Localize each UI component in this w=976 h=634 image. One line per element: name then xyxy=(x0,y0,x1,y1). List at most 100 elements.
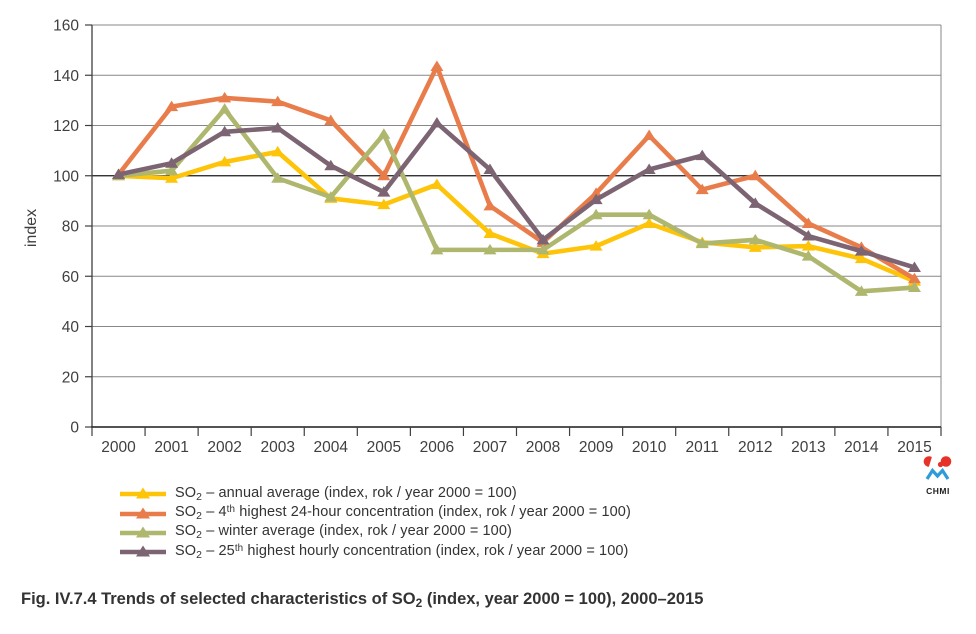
legend-item: SO2 – 4th highest 24-hour concentration … xyxy=(120,503,631,522)
series-marker-3 xyxy=(642,163,656,174)
series-marker-2 xyxy=(907,281,921,293)
x-axis-tick-label: 2011 xyxy=(686,439,719,456)
series-marker-3 xyxy=(271,122,285,133)
legend-item: SO2 – 25th highest hourly concentration … xyxy=(120,542,631,561)
series-marker-3 xyxy=(801,230,815,241)
chmi-logo: CHMI xyxy=(916,455,960,496)
x-axis-tick-label: 2008 xyxy=(526,439,560,456)
series-marker-3 xyxy=(165,157,179,168)
legend-marker-icon xyxy=(120,545,166,557)
series-marker-3 xyxy=(324,159,338,171)
x-axis-tick-label: 2012 xyxy=(738,439,772,456)
series-line-3 xyxy=(116,120,917,270)
y-axis-tick-label: 40 xyxy=(62,319,80,336)
y-axis-tick-label: 60 xyxy=(62,269,80,286)
series-marker-0 xyxy=(854,252,868,264)
y-axis-tick-label: 80 xyxy=(62,219,80,236)
y-axis-tick-label: 160 xyxy=(53,18,79,35)
legend-item-label: SO2 – 25th highest hourly concentration … xyxy=(175,542,629,561)
y-axis-title: index xyxy=(23,209,40,247)
series-marker-0 xyxy=(483,227,497,239)
series-marker-1 xyxy=(218,91,232,103)
series-marker-3 xyxy=(589,193,603,205)
series-marker-2 xyxy=(801,250,815,261)
series-marker-3 xyxy=(377,186,391,197)
series-marker-1 xyxy=(801,217,815,228)
series-marker-0 xyxy=(165,172,179,183)
series-marker-0 xyxy=(271,145,285,157)
legend-item: SO2 – winter average (index, rok / year … xyxy=(120,523,631,542)
figure-caption: Fig. IV.7.4 Trends of selected character… xyxy=(21,590,704,610)
chart-legend: SO2 – annual average (index, rok / year … xyxy=(120,484,631,562)
series-marker-2 xyxy=(218,103,232,114)
x-axis-tick-label: 2003 xyxy=(260,439,294,456)
x-axis-tick-label: 2010 xyxy=(632,439,667,456)
series-marker-1 xyxy=(165,100,179,112)
series-marker-1 xyxy=(324,114,338,125)
legend-marker-icon xyxy=(120,507,166,519)
series-marker-0 xyxy=(218,155,232,167)
series-marker-3 xyxy=(536,233,550,245)
series-marker-3 xyxy=(483,163,497,174)
series-marker-0 xyxy=(748,241,762,252)
series-marker-1 xyxy=(642,129,656,141)
series-marker-0 xyxy=(377,198,391,210)
x-axis-tick-label: 2000 xyxy=(101,439,136,456)
series-marker-2 xyxy=(165,164,179,176)
series-marker-1 xyxy=(377,169,391,181)
series-marker-2 xyxy=(748,233,762,245)
series-marker-2 xyxy=(695,237,709,249)
series-marker-0 xyxy=(589,240,603,251)
series-marker-2 xyxy=(324,191,338,202)
x-axis-tick-label: 2013 xyxy=(791,439,825,456)
series-marker-2 xyxy=(854,285,868,296)
legend-item: SO2 – annual average (index, rok / year … xyxy=(120,484,631,503)
x-axis-tick-label: 2005 xyxy=(367,439,401,456)
x-axis-tick-label: 2007 xyxy=(473,439,507,456)
series-marker-2 xyxy=(483,243,497,255)
series-marker-2 xyxy=(377,128,391,139)
series-marker-2 xyxy=(536,243,550,255)
series-marker-3 xyxy=(854,245,868,256)
y-axis-tick-label: 140 xyxy=(53,68,79,85)
x-axis-tick-label: 2001 xyxy=(154,439,188,456)
series-marker-3 xyxy=(695,149,709,161)
chmi-logo-icon xyxy=(923,455,952,480)
series-marker-2 xyxy=(589,208,603,220)
y-axis-tick-label: 0 xyxy=(70,420,79,437)
series-marker-1 xyxy=(271,95,285,107)
series-marker-1 xyxy=(695,183,709,195)
series-marker-3 xyxy=(748,197,762,208)
series-marker-1 xyxy=(430,60,444,71)
chmi-logo-label: CHMI xyxy=(926,486,950,496)
legend-marker-icon xyxy=(120,487,166,499)
series-line-1 xyxy=(116,64,917,282)
y-axis-tick-label: 20 xyxy=(62,369,80,386)
legend-marker-icon xyxy=(120,526,166,538)
series-marker-2 xyxy=(642,208,656,220)
series-marker-0 xyxy=(430,178,444,190)
series-marker-0 xyxy=(642,217,656,228)
series-marker-2 xyxy=(271,172,285,183)
series-marker-3 xyxy=(430,116,444,128)
legend-item-label: SO2 – winter average (index, rok / year … xyxy=(175,523,512,542)
series-marker-1 xyxy=(748,169,762,181)
chart-canvas: 0 20 40 60 80 100 120 140 160 2000 2001 2002 2003 200… xyxy=(23,18,942,456)
x-axis-tick-label: 2014 xyxy=(844,439,879,456)
series-marker-0 xyxy=(801,240,815,251)
x-axis-tick-label: 2004 xyxy=(314,439,349,456)
legend-item-label: SO2 – annual average (index, rok / year … xyxy=(175,484,517,503)
y-axis-tick-label: 100 xyxy=(53,168,79,185)
x-axis-tick-label: 2006 xyxy=(420,439,454,456)
so2-trend-chart: 0 20 40 60 80 100 120 140 160 2000 2001 2002 2003 200… xyxy=(23,18,942,456)
series-marker-1 xyxy=(483,199,497,211)
series-marker-1 xyxy=(907,272,921,284)
series-marker-2 xyxy=(430,243,444,255)
y-axis-tick-label: 120 xyxy=(53,118,79,135)
series-line-0 xyxy=(116,149,917,284)
x-axis-tick-label: 2015 xyxy=(897,439,931,456)
series-marker-3 xyxy=(907,261,921,272)
series-marker-3 xyxy=(112,168,126,179)
x-axis-tick-label: 2009 xyxy=(579,439,613,456)
x-axis-tick-label: 2002 xyxy=(207,439,241,456)
